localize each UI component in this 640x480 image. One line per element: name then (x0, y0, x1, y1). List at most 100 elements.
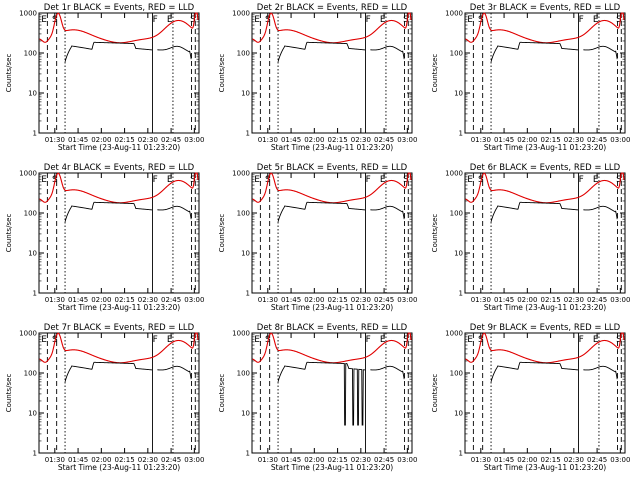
x-tick-label: 01:45 (68, 136, 88, 144)
event-marker-label: E (254, 175, 260, 185)
y-axis-label: Counts/sec (218, 214, 226, 253)
x-axis-label: Start Time (23-Aug-11 01:23:20) (271, 143, 393, 152)
x-tick-label: 03:00 (610, 296, 630, 304)
y-axis-label: Counts/sec (431, 54, 439, 93)
y-tick-label: 1000 (232, 10, 250, 18)
y-tick-label: 100 (450, 370, 463, 378)
event-marker-label: F (579, 175, 584, 185)
event-marker-label: E (380, 175, 386, 185)
lld-series-line (465, 332, 625, 364)
event-marker-label: E (467, 15, 473, 25)
x-tick-label: 02:45 (161, 456, 181, 464)
x-axis-label: Start Time (23-Aug-11 01:23:20) (271, 303, 393, 312)
y-tick-label: 1000 (232, 170, 250, 178)
panel-title: Det 7r BLACK = Events, RED = LLD (44, 323, 195, 333)
y-tick-label: 10 (241, 90, 250, 98)
events-series-line (277, 201, 405, 222)
lld-series-line (252, 172, 412, 204)
event-marker-label: E (254, 15, 260, 25)
x-tick-label: 03:00 (397, 296, 417, 304)
x-tick-label: 01:30 (258, 296, 278, 304)
detector-panel-7: Det 7r BLACK = Events, RED = LLD 1 10 100 10… (5, 323, 204, 472)
x-tick-label: 02:45 (587, 456, 607, 464)
x-tick-label: 01:45 (494, 136, 514, 144)
event-marker-label: E (380, 335, 386, 345)
event-marker-label: F (579, 15, 584, 25)
x-tick-label: 02:45 (374, 296, 394, 304)
event-marker-label: E (467, 175, 473, 185)
panel-title: Det 4r BLACK = Events, RED = LLD (44, 163, 195, 173)
y-tick-label: 10 (241, 410, 250, 418)
y-tick-label: 1000 (19, 170, 37, 178)
panel-title: Det 6r BLACK = Events, RED = LLD (470, 163, 621, 173)
event-marker-label: E (167, 335, 173, 345)
x-tick-label: 03:00 (397, 456, 417, 464)
event-marker-label: S (190, 175, 196, 185)
detector-panel-3: Det 3r BLACK = Events, RED = LLD 1 10 100 10… (431, 3, 630, 152)
x-axis-label: Start Time (23-Aug-11 01:23:20) (484, 143, 606, 152)
event-marker-label: E (593, 175, 599, 185)
event-marker-label: E (41, 175, 47, 185)
x-tick-label: 01:45 (494, 456, 514, 464)
y-tick-label: 1 (246, 450, 250, 458)
event-marker-label: F (153, 175, 158, 185)
lld-series-line (39, 172, 199, 204)
x-axis-label: Start Time (23-Aug-11 01:23:20) (58, 303, 180, 312)
lld-series-line (465, 172, 625, 204)
event-marker-label: F (366, 335, 371, 345)
x-tick-label: 03:00 (610, 136, 630, 144)
y-tick-label: 1 (33, 450, 37, 458)
detector-panel-2: Det 2r BLACK = Events, RED = LLD 1 10 100 10… (218, 3, 417, 152)
x-tick-label: 02:15 (540, 296, 560, 304)
detector-panel-9: Det 9r BLACK = Events, RED = LLD 1 10 100 10… (431, 323, 630, 472)
event-marker-label: S (403, 335, 409, 345)
event-marker-label: S (403, 175, 409, 185)
detector-panel-6: Det 6r BLACK = Events, RED = LLD 1 10 100 10… (431, 163, 630, 312)
event-marker-label: F (153, 15, 158, 25)
x-axis-label: Start Time (23-Aug-11 01:23:20) (58, 143, 180, 152)
x-tick-label: 01:30 (45, 456, 65, 464)
x-tick-label: 02:00 (304, 136, 324, 144)
event-marker-label: E (593, 335, 599, 345)
x-tick-label: 02:45 (161, 296, 181, 304)
y-axis-label: Counts/sec (218, 54, 226, 93)
x-tick-label: 03:00 (184, 296, 204, 304)
x-tick-label: 01:45 (281, 136, 301, 144)
x-tick-label: 01:30 (471, 136, 491, 144)
x-tick-label: 02:15 (540, 456, 560, 464)
panel-title: Det 5r BLACK = Events, RED = LLD (257, 163, 408, 173)
x-tick-label: 03:00 (610, 456, 630, 464)
event-marker-label: S (403, 15, 409, 25)
lld-series-line (465, 12, 625, 44)
x-tick-label: 01:45 (68, 296, 88, 304)
y-tick-label: 1 (246, 130, 250, 138)
y-tick-label: 100 (450, 50, 463, 58)
event-marker-label: F (153, 335, 158, 345)
y-tick-label: 10 (28, 90, 37, 98)
panel-title: Det 1r BLACK = Events, RED = LLD (44, 3, 195, 13)
detector-panel-8: Det 8r BLACK = Events, RED = LLD 1 10 100 10… (218, 323, 417, 472)
y-axis-label: Counts/sec (5, 54, 13, 93)
x-tick-label: 02:00 (517, 296, 537, 304)
event-marker-label: S (616, 175, 622, 185)
x-tick-label: 01:45 (68, 456, 88, 464)
detector-panel-5: Det 5r BLACK = Events, RED = LLD 1 10 100 10… (218, 163, 417, 312)
x-axis-label: Start Time (23-Aug-11 01:23:20) (484, 463, 606, 472)
x-tick-label: 02:15 (540, 136, 560, 144)
x-tick-label: 02:30 (351, 296, 371, 304)
plot-frame (251, 332, 413, 454)
detector-panel-1: Det 1r BLACK = Events, RED = LLD 1 10 100 10… (5, 3, 204, 152)
event-marker-label: F (579, 335, 584, 345)
x-tick-label: 03:00 (184, 456, 204, 464)
lld-series-line (39, 332, 199, 364)
y-tick-label: 10 (454, 250, 463, 258)
x-tick-label: 02:45 (587, 136, 607, 144)
event-marker-label: S (616, 335, 622, 345)
plot-frame (251, 12, 413, 134)
events-series-line (64, 201, 192, 222)
y-axis-label: Counts/sec (431, 374, 439, 413)
events-series-line (277, 361, 405, 426)
event-marker-label: E (254, 335, 260, 345)
x-tick-label: 02:15 (114, 456, 134, 464)
